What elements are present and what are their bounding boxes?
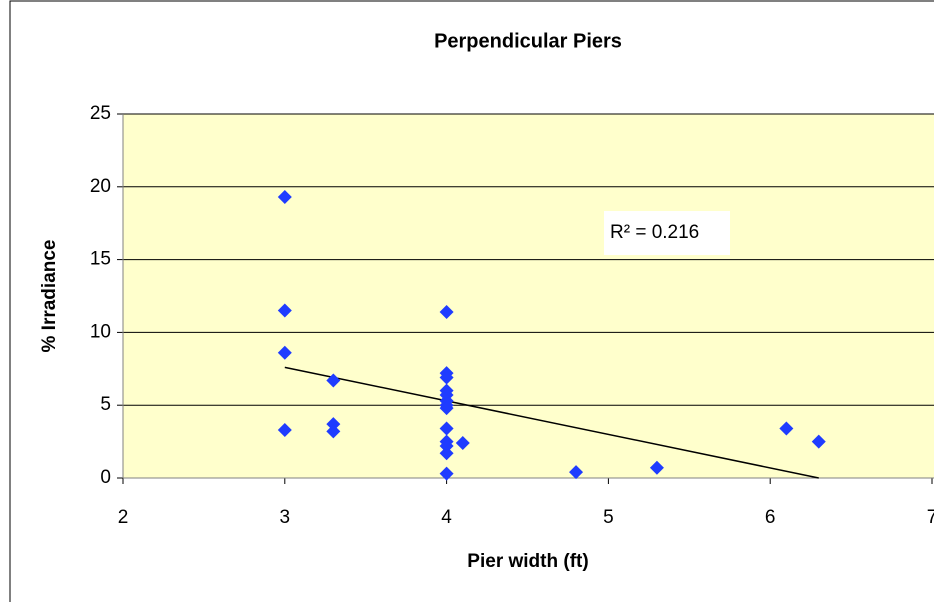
scatter-point	[439, 466, 454, 481]
annotation-box	[604, 211, 730, 255]
scatter-point	[439, 438, 454, 453]
scatter-point	[455, 436, 470, 451]
y-tick-label: 20	[90, 176, 111, 197]
scatter-point	[569, 465, 584, 480]
y-tick-label: 10	[90, 321, 111, 342]
plot-area	[123, 114, 934, 478]
annotation: R² = 0.216	[610, 222, 699, 243]
scatter-point	[277, 303, 292, 318]
scatter-point	[439, 305, 454, 320]
y-tick-label: 0	[100, 467, 111, 488]
y-tick-label: 25	[90, 103, 111, 124]
scatter-point	[277, 345, 292, 360]
scatter-point	[439, 421, 454, 436]
scatter-point	[439, 370, 454, 385]
scatter-point	[277, 422, 292, 437]
trendline	[284, 366, 819, 479]
scatter-point	[277, 189, 292, 204]
scatter-point	[326, 373, 341, 388]
x-tick-label: 6	[765, 507, 776, 528]
x-tick-label: 2	[118, 507, 129, 528]
scatter-point	[811, 434, 826, 449]
scatter-point	[779, 421, 794, 436]
scatter-point	[326, 424, 341, 439]
scatter-point	[326, 417, 341, 432]
chart-title: Perpendicular Piers	[434, 30, 622, 52]
scatter-point	[649, 460, 664, 475]
y-tick-label: 5	[100, 394, 111, 415]
y-tick-label: 15	[90, 249, 111, 270]
y-axis-label: % Irradiance	[39, 240, 60, 353]
x-tick-label: 4	[441, 507, 452, 528]
x-axis-label: Pier width (ft)	[467, 551, 588, 572]
x-tick-label: 5	[603, 507, 614, 528]
scatter-point	[439, 401, 454, 416]
scatter-point	[439, 446, 454, 461]
x-tick-label: 3	[280, 507, 291, 528]
x-tick-label: 7	[927, 507, 934, 528]
